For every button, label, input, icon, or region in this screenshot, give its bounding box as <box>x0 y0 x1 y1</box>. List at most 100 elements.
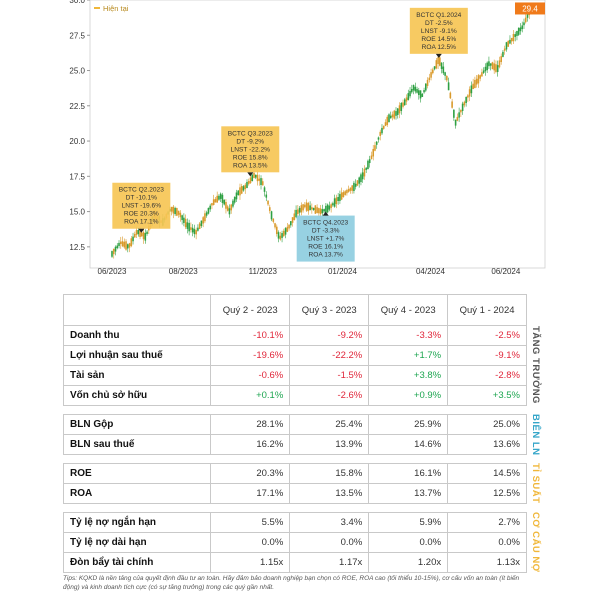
table-row: Doanh thu -10.1% -9.2% -3.3% -2.5% <box>62 325 527 346</box>
table-cell: 25.9% <box>368 414 449 435</box>
table-cell: -2.5% <box>447 325 527 346</box>
table-cell: 5.9% <box>368 512 449 533</box>
candle-body <box>309 205 311 211</box>
annotation-text: ROE 20.3% <box>124 211 159 218</box>
table-cell: -2.6% <box>289 385 370 406</box>
candle-body <box>174 207 176 215</box>
candle-body <box>402 102 404 107</box>
table-row: ROE 20.3% 15.8% 16.1% 14.5% <box>62 463 527 484</box>
table-cell: +0.1% <box>210 385 291 406</box>
table-cell: 2.7% <box>447 512 527 533</box>
candle-body <box>311 207 313 210</box>
candle-body <box>291 217 294 223</box>
candle-body <box>261 181 264 186</box>
table-header-row: Quý 2 - 2023 Quý 3 - 2023 Quý 4 - 2023 Q… <box>62 294 527 326</box>
x-tick-label: 04/2024 <box>416 267 445 275</box>
candle-body <box>428 77 431 81</box>
candle-body <box>286 226 289 232</box>
candle-body <box>263 187 266 192</box>
candle-body <box>209 205 211 210</box>
candle-body <box>318 208 320 214</box>
candle-body <box>379 131 382 136</box>
candle-body <box>521 25 524 30</box>
candle-body <box>216 195 218 203</box>
table-cell: 13.7% <box>368 483 449 504</box>
table-cell: -3.3% <box>368 325 449 346</box>
annotation-text: DT -3.3% <box>312 228 340 235</box>
spacer-cell <box>447 405 527 415</box>
table-cell: 20.3% <box>210 463 291 484</box>
candle-body <box>246 181 248 188</box>
candle-body <box>300 205 303 213</box>
candle-body <box>370 155 373 159</box>
candle-body <box>237 190 240 196</box>
candle-body <box>302 204 304 211</box>
candle-body <box>439 57 441 66</box>
candle-body <box>425 83 427 91</box>
candle-body <box>223 199 226 205</box>
candle-body <box>489 63 492 66</box>
table-header-q3-2023: Quý 3 - 2023 <box>289 294 370 326</box>
table-row: Tỷ lệ nợ ngắn hạn 5.5% 3.4% 5.9% 2.7% <box>62 512 527 533</box>
candle-body <box>368 159 371 164</box>
candle-body <box>409 90 411 97</box>
candle-body <box>283 230 285 237</box>
candle-body <box>214 198 217 203</box>
candle-body <box>218 195 220 200</box>
price-chart-svg: 30.0 27.5 25.0 22.5 20.0 17.5 15.0 12.5 06/2023 0… <box>69 0 546 275</box>
table-header-q1-2024: Quý 1 - 2024 <box>447 294 527 326</box>
candle-body <box>172 206 175 214</box>
candle-body <box>277 232 280 239</box>
candle-body <box>316 207 318 213</box>
candle-body <box>249 177 252 183</box>
candle-body <box>507 40 510 47</box>
table-body: Doanh thu -10.1% -9.2% -3.3% -2.5% Lợi nhuận … <box>62 325 527 573</box>
candle-body <box>498 60 501 68</box>
candle-body <box>423 90 425 93</box>
table-cell: 1.17x <box>289 552 370 573</box>
candle-body <box>270 211 273 220</box>
candle-body <box>312 207 315 211</box>
candle-body <box>342 192 345 198</box>
spacer-cell <box>63 405 211 415</box>
candle-body <box>372 148 375 157</box>
candle-body <box>444 72 446 76</box>
group-spacer <box>63 454 527 464</box>
candle-body <box>516 30 518 36</box>
candle-body <box>440 62 443 69</box>
candle-body <box>432 69 434 74</box>
candle-body <box>128 243 131 248</box>
candle-body <box>361 172 364 180</box>
spacer-cell <box>63 503 211 513</box>
spacer-cell <box>289 405 369 415</box>
spacer-cell <box>447 454 527 464</box>
candle-body <box>360 174 362 183</box>
candle-body <box>405 97 408 102</box>
candle-body <box>226 206 229 211</box>
candle-body <box>191 227 194 233</box>
candle-body <box>375 141 378 145</box>
candle-body <box>256 174 259 182</box>
candle-body <box>433 66 436 70</box>
candle-body <box>314 205 317 214</box>
spacer-cell <box>368 503 448 513</box>
candle-body <box>274 223 276 228</box>
table-cell: 3.4% <box>289 512 370 533</box>
candle-body <box>304 204 306 208</box>
candle-body <box>325 205 327 213</box>
candle-body <box>474 80 476 89</box>
group-spacer <box>63 405 527 415</box>
candle-body <box>453 109 455 118</box>
candle-body <box>446 75 448 81</box>
row-label: ROE <box>62 463 212 484</box>
candle-body <box>272 218 275 222</box>
annotation-arrow <box>322 211 329 216</box>
candle-body <box>419 90 422 99</box>
candle-body <box>505 42 508 50</box>
candle-body <box>451 101 453 108</box>
annotation-text: BCTC Q3.2023 <box>228 130 273 137</box>
candle-body <box>114 246 117 252</box>
candle-body <box>333 198 336 207</box>
candle-body <box>344 191 346 195</box>
candle-body <box>389 115 392 119</box>
